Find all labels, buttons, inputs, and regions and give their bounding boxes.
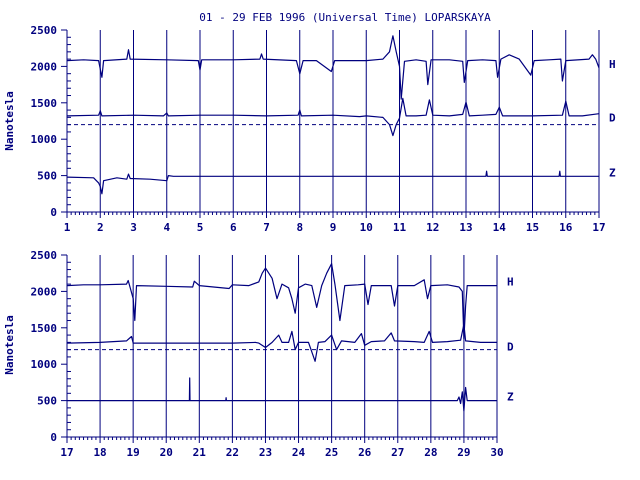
y-tick-label: 2000 [31,60,58,73]
x-tick-label: 6 [230,221,237,234]
x-tick-label: 24 [292,446,306,459]
x-tick-label: 23 [259,446,272,459]
series-line-h [66,263,497,340]
series-label-d: D [609,112,616,125]
x-tick-label: 15 [526,221,539,234]
y-tick-label: 1000 [31,358,58,371]
day-grid-bottom [99,255,465,437]
series-label-z: Z [507,391,514,404]
series-line-z [67,377,497,412]
x-tick-label: 27 [391,446,404,459]
series-group-top [66,35,600,195]
x-tick-label: 29 [457,446,470,459]
x-tick-label: 13 [459,221,472,234]
x-tick-label: 3 [130,221,137,234]
x-tick-label: 5 [197,221,204,234]
y-tick-label: 2000 [31,285,58,298]
y-tick-label: 1500 [31,322,58,335]
x-tick-label: 9 [330,221,337,234]
x-tick-label: 1 [64,221,71,234]
chart-title: 01 - 29 FEB 1996 (Universal Time) LOPARS… [199,11,491,24]
y-tick-label: 500 [37,170,57,183]
x-tick-label: 14 [493,221,507,234]
x-tick-label: 21 [193,446,207,459]
y-tick-label: 1000 [31,133,58,146]
series-label-group-bottom: H D Z [507,276,514,404]
day-grid-top [99,30,567,212]
x-tick-label: 8 [296,221,303,234]
x-tick-label: 7 [263,221,270,234]
x-tick-label: 11 [393,221,407,234]
x-tick-label: 26 [358,446,372,459]
x-tick-label: 2 [97,221,104,234]
y-axis-label-top: Nanotesla [3,91,16,151]
series-label-group-top: H D Z [609,58,616,179]
x-tick-label: 19 [127,446,140,459]
x-tick-label: 28 [424,446,437,459]
y-tick-label: 1500 [31,97,58,110]
x-tick-label: 17 [592,221,605,234]
series-line-h [66,35,600,100]
series-line-d [66,323,497,362]
series-label-h: H [609,58,616,71]
series-line-z [66,170,599,195]
y-tick-label: 2500 [31,24,58,37]
tick-group-bottom: 0 500 1000 1500 2000 2500 17 18 19 20 21 22 23 24 25 26… [31,249,504,459]
x-tick-label: 4 [163,221,170,234]
x-tick-label: 18 [93,446,106,459]
y-tick-label: 0 [50,206,57,219]
y-axis-label-bottom: Nanotesla [3,315,16,375]
series-label-h: H [507,276,514,289]
x-tick-label: 22 [226,446,239,459]
series-line-d [66,97,600,137]
series-label-d: D [507,340,514,353]
y-tick-label: 500 [37,395,57,408]
x-tick-label: 20 [160,446,173,459]
x-tick-label: 30 [490,446,503,459]
series-label-z: Z [609,166,616,179]
y-tick-label: 2500 [31,249,58,262]
x-tick-label: 12 [426,221,439,234]
x-tick-label: 25 [325,446,338,459]
y-tick-label: 0 [50,431,57,444]
x-tick-label: 16 [559,221,573,234]
x-tick-label: 10 [360,221,373,234]
x-tick-label: 17 [60,446,73,459]
chart-panel-bottom: Nanotesla 0 500 1000 1500 2000 2500 17 18 19 20 21… [3,249,514,459]
series-group-bottom [66,263,497,412]
